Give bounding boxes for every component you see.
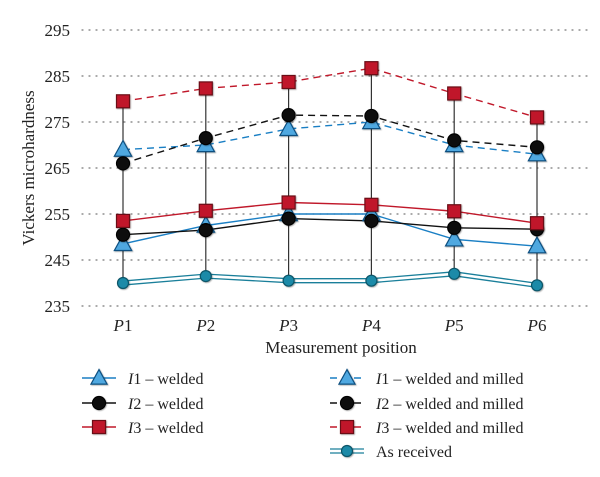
legend-item-i1wm: I1 – welded and milled bbox=[330, 368, 524, 388]
marker-i3w-3 bbox=[281, 195, 296, 210]
legend-marker-i3w bbox=[91, 419, 107, 435]
marker-asr-2 bbox=[199, 270, 212, 283]
x-tick-label: P3 bbox=[278, 316, 298, 335]
legend-marker-i1wm bbox=[337, 368, 357, 385]
legend-item-i2w: I2 – welded bbox=[82, 395, 204, 413]
x-tick-labels: P1 P2 P3 P4 P5 P6 bbox=[113, 316, 547, 335]
marker-i3wm-2 bbox=[198, 81, 213, 96]
marker-i2wm-5 bbox=[447, 133, 462, 148]
marker-i2wm-2 bbox=[198, 131, 213, 146]
marker-i2w-5 bbox=[447, 220, 462, 235]
marker-i2w-3 bbox=[281, 211, 296, 226]
series-line-i2w bbox=[122, 217, 538, 236]
marker-asr-4 bbox=[365, 274, 378, 287]
series-line-i3wm bbox=[122, 67, 538, 119]
legend-item-i3wm: I3 – welded and milled bbox=[330, 419, 524, 437]
y-tick-label: 245 bbox=[45, 251, 71, 270]
legend-label-i3w: I3 – welded bbox=[127, 420, 204, 437]
y-axis-title: Vickers microhardness bbox=[19, 90, 38, 245]
legend-item-asr: As received bbox=[330, 444, 452, 461]
marker-i2wm-1 bbox=[115, 156, 131, 171]
x-tick-label: P6 bbox=[527, 316, 547, 335]
legend-item-i3w: I3 – welded bbox=[82, 419, 204, 437]
series-line-i1wm bbox=[122, 121, 538, 155]
marker-i2w-2 bbox=[198, 223, 213, 238]
legend-item-i2wm: I2 – welded and milled bbox=[330, 395, 524, 413]
marker-i3w-5 bbox=[447, 204, 462, 219]
marker-i2wm-4 bbox=[364, 108, 379, 124]
marker-i3w-1 bbox=[115, 213, 131, 228]
series-lines bbox=[122, 67, 538, 288]
series-line-i1w bbox=[122, 213, 538, 247]
marker-i1wm-3 bbox=[278, 118, 299, 137]
x-tick-label: P5 bbox=[444, 316, 464, 335]
legend-marker-asr bbox=[340, 444, 354, 458]
legend: I1 – welded I2 – welded I3 – welded I1 – we… bbox=[82, 368, 524, 461]
series-line-asr-upper bbox=[122, 271, 538, 284]
y-tick-label: 265 bbox=[45, 159, 71, 178]
marker-i3wm-4 bbox=[364, 61, 379, 76]
marker-i3wm-5 bbox=[447, 86, 462, 101]
marker-i1w-1 bbox=[113, 233, 133, 252]
marker-i3wm-6 bbox=[529, 110, 545, 125]
series-line-i2wm bbox=[122, 114, 538, 165]
marker-i3wm-3 bbox=[281, 74, 296, 90]
marker-asr-1 bbox=[116, 276, 130, 290]
marker-asr-6 bbox=[530, 279, 544, 292]
marker-i3wm-1 bbox=[115, 94, 131, 109]
y-tick-label: 255 bbox=[45, 205, 71, 224]
series-markers bbox=[113, 61, 547, 292]
y-tick-label: 295 bbox=[45, 21, 71, 40]
y-tick-labels: 235 245 255 265 275 285 295 bbox=[45, 21, 71, 316]
legend-label-asr: As received bbox=[376, 444, 452, 461]
legend-label-i2wm: I2 – welded and milled bbox=[375, 396, 524, 413]
legend-label-i3wm: I3 – welded and milled bbox=[375, 420, 524, 437]
legend-marker-i2w bbox=[91, 395, 107, 411]
marker-asr-3 bbox=[282, 274, 295, 287]
y-tick-label: 275 bbox=[45, 113, 71, 132]
legend-label-i1w: I1 – welded bbox=[127, 371, 204, 388]
legend-label-i1wm: I1 – welded and milled bbox=[375, 371, 524, 388]
marker-i2wm-6 bbox=[529, 140, 545, 155]
marker-i2w-1 bbox=[115, 227, 131, 242]
legend-marker-i1w bbox=[89, 368, 109, 385]
y-tick-label: 235 bbox=[45, 297, 71, 316]
legend-label-i2w: I2 – welded bbox=[127, 396, 204, 413]
grid bbox=[81, 29, 593, 307]
x-tick-label: P1 bbox=[113, 316, 133, 335]
marker-asr-5 bbox=[448, 267, 461, 280]
series-line-asr-lower bbox=[122, 275, 538, 288]
marker-i3w-4 bbox=[364, 197, 379, 212]
marker-i2wm-3 bbox=[281, 107, 296, 123]
marker-i1wm-1 bbox=[113, 139, 133, 157]
marker-i3w-6 bbox=[529, 216, 545, 231]
series-line-i3w bbox=[122, 201, 538, 224]
x-axis-title: Measurement position bbox=[265, 338, 417, 357]
legend-marker-i3wm bbox=[339, 419, 355, 435]
x-tick-label: P2 bbox=[195, 316, 215, 335]
marker-i2w-4 bbox=[364, 213, 379, 228]
marker-i1w-5 bbox=[444, 228, 464, 247]
marker-i3w-2 bbox=[198, 203, 213, 218]
marker-i1w-6 bbox=[527, 235, 547, 254]
x-tick-label: P4 bbox=[361, 316, 381, 335]
legend-marker-i2wm bbox=[339, 395, 355, 411]
legend-item-i1w: I1 – welded bbox=[82, 368, 204, 388]
position-connectors bbox=[122, 68, 538, 286]
y-tick-label: 285 bbox=[45, 67, 71, 86]
